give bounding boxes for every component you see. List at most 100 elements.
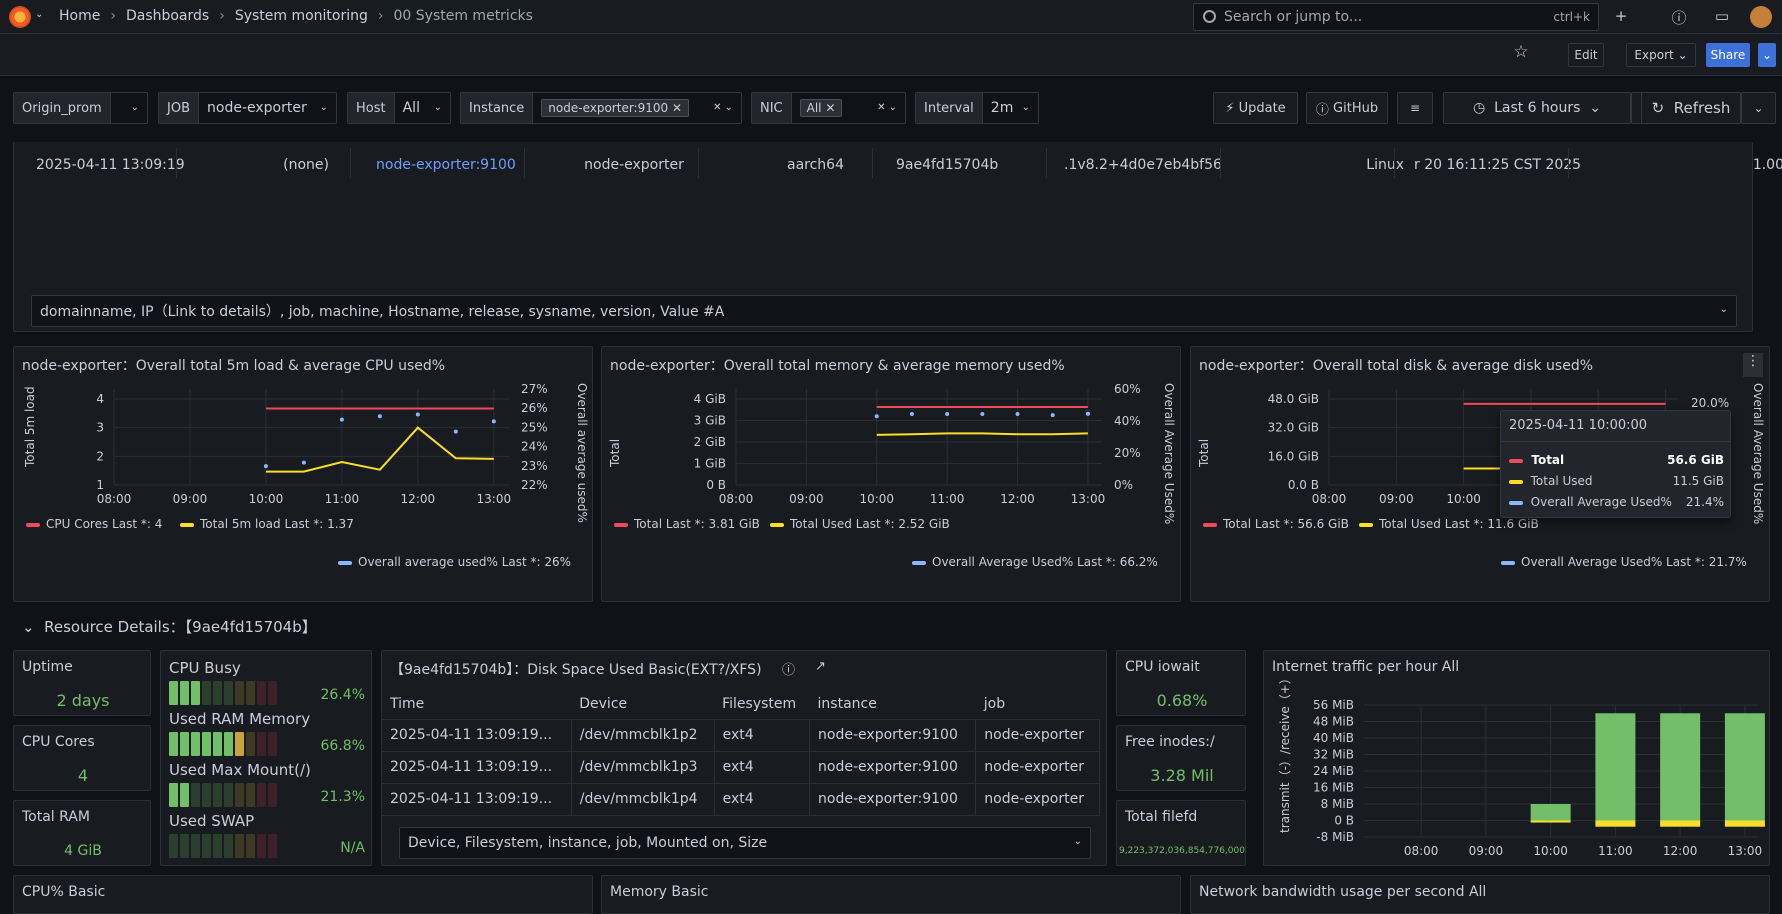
y-axis-label: transmit（-）/receive（+） [1278, 672, 1292, 833]
table-cell: node-exporter:9100 [809, 719, 977, 752]
host-select[interactable]: Host All ⌄ [347, 92, 451, 124]
table-cell: node-exporter [975, 783, 1100, 816]
help-icon[interactable]: ⓘ [1671, 9, 1687, 27]
github-button[interactable]: ⓘ GitHub [1306, 92, 1388, 124]
node-info-table: 2025-04-11 13:09:19 (none) node-exporter:9… [13, 142, 1782, 332]
grafana-logo-icon[interactable] [9, 6, 31, 28]
legend-swatch [180, 523, 194, 527]
column-divider [176, 148, 177, 178]
x-tick-label: 12:00 [1000, 492, 1035, 506]
nic-select[interactable]: NIC All ✕ ✕ ⌄ [751, 92, 906, 124]
y-tick-label: 16 MiB [1313, 781, 1354, 795]
star-icon[interactable]: ☆ [1513, 42, 1529, 62]
column-divider [1394, 148, 1395, 178]
column-header[interactable]: Device [571, 689, 715, 720]
y-axis-label: Total [1197, 439, 1211, 468]
bar-transmit [1530, 820, 1571, 823]
table-cell: 2025-04-11 13:09:19... [382, 751, 572, 784]
external-link-icon[interactable]: ↗ [815, 659, 826, 674]
y2-axis-label: Overall average used% [575, 383, 589, 523]
gauge-label: Used RAM Memory [169, 710, 311, 728]
data-point [874, 414, 879, 419]
data-point [980, 412, 985, 417]
x-tick-label: 13:00 [1728, 844, 1763, 858]
traffic-panel: Internet traffic per hour All 56 MiB 48 M… [1263, 650, 1770, 866]
y2-tick-label: 20% [1114, 446, 1141, 460]
y-tick-label: 2 GiB [694, 435, 726, 449]
table-cell: 2025-04-11 13:09:19 [36, 157, 185, 173]
x-tick-label: 12:00 [1663, 844, 1698, 858]
column-header[interactable]: instance [809, 689, 976, 720]
update-button[interactable]: ⚡ Update [1213, 92, 1298, 124]
gauge-value: 26.4% [320, 687, 365, 703]
interval-select[interactable]: Interval 2m ⌄ [915, 92, 1039, 124]
export-button[interactable]: Export ⌄ [1626, 43, 1696, 67]
variables-bar: Origin_prom ⌄ JOB node-exporter ⌄ Host All ⌄ … [0, 76, 1782, 142]
news-icon[interactable]: ▭ [1714, 7, 1730, 25]
x-tick-label: 11:00 [325, 492, 360, 506]
y2-tick-label: 60% [1114, 382, 1141, 396]
gauge-value: 66.8% [320, 738, 365, 754]
legend-label: Total Used Last *: 11.6 GiB [1378, 517, 1539, 531]
column-divider [872, 148, 873, 178]
cpu-basic-panel: CPU% Basic [13, 875, 593, 914]
y-tick-label: 0 B [1334, 814, 1354, 828]
crumb-folder[interactable]: System monitoring [234, 8, 368, 24]
time-range-picker[interactable]: ◷ Last 6 hours ⌄ [1443, 92, 1631, 124]
x-tick-label: 09:00 [173, 492, 208, 506]
table-cell: node-exporter:9100 [809, 783, 977, 816]
row-header-resource[interactable]: ⌄ Resource Details：【9ae4fd15704b】 [22, 618, 317, 636]
bar-receive [1530, 804, 1571, 821]
job-select[interactable]: JOB node-exporter ⌄ [158, 92, 337, 124]
bar-transmit [1660, 820, 1701, 827]
cpu-load-panel: node-exporter：Overall total 5m load & av… [13, 346, 593, 602]
legend-swatch [1359, 523, 1373, 527]
column-header[interactable]: Time [382, 689, 572, 720]
tooltip-row: Total Used 11.5 GiB [1509, 474, 1724, 490]
column-header[interactable]: job [975, 689, 1100, 720]
y-tick-label: 24 MiB [1313, 764, 1354, 778]
y-tick-label: 2 [96, 449, 104, 463]
column-divider [350, 148, 351, 178]
y-tick-label: 3 GiB [694, 414, 726, 428]
gauge-label: Used Max Mount(/) [169, 761, 311, 779]
legend-swatch [1501, 561, 1515, 565]
x-tick-label: 10:00 [859, 492, 894, 506]
datasource-select[interactable]: Origin_prom ⌄ [13, 92, 148, 124]
share-button[interactable]: Share [1706, 43, 1750, 67]
legend-label: Overall average used% Last *: 26% [358, 555, 571, 569]
menu-icon[interactable]: ≡ [1397, 92, 1433, 124]
y-tick-label: 4 GiB [694, 392, 726, 406]
x-tick-label: 11:00 [930, 492, 965, 506]
column-header[interactable]: Filesystem [714, 689, 810, 720]
plus-icon[interactable]: + [1614, 7, 1628, 25]
edit-button[interactable]: Edit [1568, 43, 1604, 67]
legend-swatch [1203, 523, 1217, 527]
panel-title: node-exporter：Overall total 5m load & av… [22, 358, 446, 374]
panel-menu-icon[interactable]: ⋮ [1743, 353, 1763, 377]
column-divider [1046, 148, 1047, 178]
table-cell: node-exporter [975, 751, 1100, 784]
x-tick-label: 09:00 [789, 492, 824, 506]
table-cell: .1v8.2+4d0e7eb4bf56 [1064, 157, 1222, 173]
crumb-home[interactable]: Home [59, 8, 101, 24]
avatar[interactable] [1750, 6, 1772, 28]
legend-label: Total Last *: 56.6 GiB [1222, 517, 1349, 531]
crumb-dashboards[interactable]: Dashboards [125, 8, 210, 24]
chevron-down-icon[interactable]: ⌄ [35, 9, 44, 20]
total-ram-stat: Total RAM 4 GiB [13, 800, 151, 866]
share-menu-button[interactable]: ⌄ [1758, 43, 1776, 67]
data-point [1015, 412, 1020, 417]
refresh-button[interactable]: ↻ Refresh [1641, 92, 1741, 124]
info-icon[interactable]: ⓘ [782, 663, 796, 678]
columns-select[interactable]: domainname, IP（Link to details）, job, ma… [31, 295, 1737, 327]
top-nav: ⌄ Home › Dashboards › System monitoring › 0… [0, 0, 1782, 34]
refresh-interval-button[interactable]: ⌄ [1741, 92, 1776, 124]
disk-columns-select[interactable]: Device, Filesystem, instance, job, Mount… [399, 827, 1091, 859]
instance-select[interactable]: Instance node-exporter:9100 ✕ ✕ ⌄ [460, 92, 742, 124]
search-input[interactable]: Search or jump to... ctrl+k [1193, 3, 1599, 31]
data-point [301, 460, 306, 465]
y2-tick-label: 24% [521, 440, 548, 454]
table-cell[interactable]: node-exporter:9100 [376, 157, 516, 173]
y-axis-label: Total 5m load [23, 386, 37, 468]
